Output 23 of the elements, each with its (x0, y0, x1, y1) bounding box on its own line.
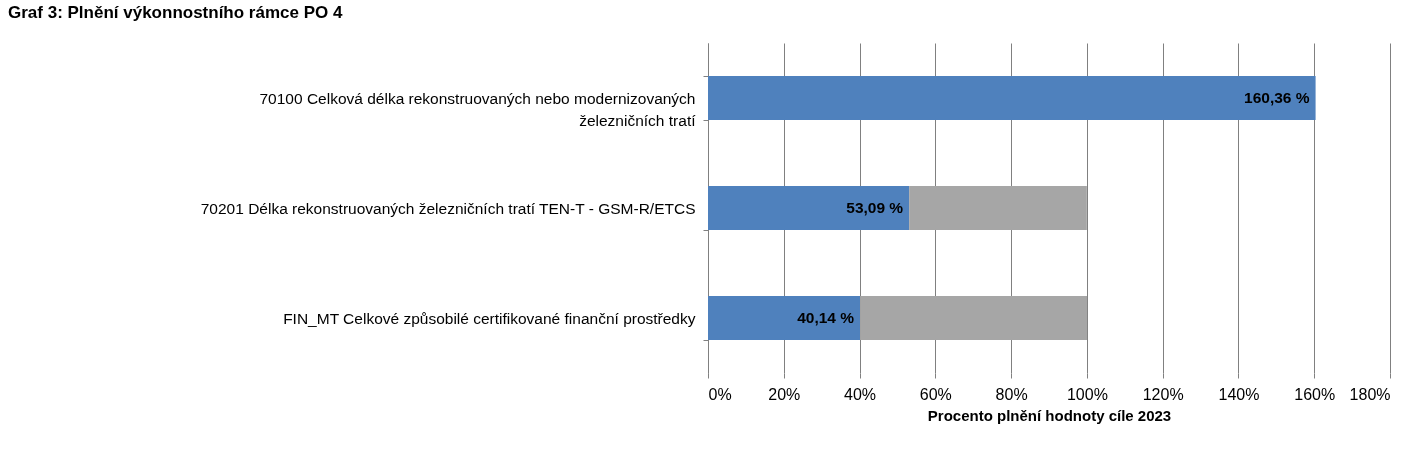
bar (708, 76, 1316, 120)
x-axis-title: Procento plnění hodnoty cíle 2023 (927, 406, 1172, 424)
x-tick-label: 180% (1349, 385, 1391, 403)
x-tick-label: 120% (1142, 385, 1184, 403)
x-tick-label: 80% (995, 385, 1028, 403)
y-tick-label: 70100 Celková délka rekonstruovaných nebo modernizovaných železničních tratí (259, 89, 697, 129)
bar (909, 186, 1087, 230)
data-label: 53,09 % (846, 199, 904, 216)
x-tick-label: 60% (919, 385, 952, 403)
data-label: 40,14 % (797, 309, 855, 326)
x-tick-label: 20% (768, 385, 801, 403)
bar (708, 296, 861, 340)
data-label: 160,36 % (1244, 89, 1310, 106)
y-tick-label: 70201 Délka rekonstruovaných železničních tratí TEN-T - GSM-R/ETCS (200, 199, 696, 217)
bar (860, 296, 1088, 340)
x-tick-label: 0% (708, 385, 732, 403)
x-tick-label: 100% (1066, 385, 1108, 403)
bar (708, 186, 910, 230)
x-tick-label: 160% (1294, 385, 1336, 403)
x-tick-label: 140% (1218, 385, 1260, 403)
y-tick-label: FIN_MT Celkové způsobilé certifikované finanční prostředky (283, 309, 696, 327)
x-tick-label: 40% (844, 385, 877, 403)
text: Graf 3: Plnění výkonnostního rámce PO 4 (8, 3, 343, 22)
